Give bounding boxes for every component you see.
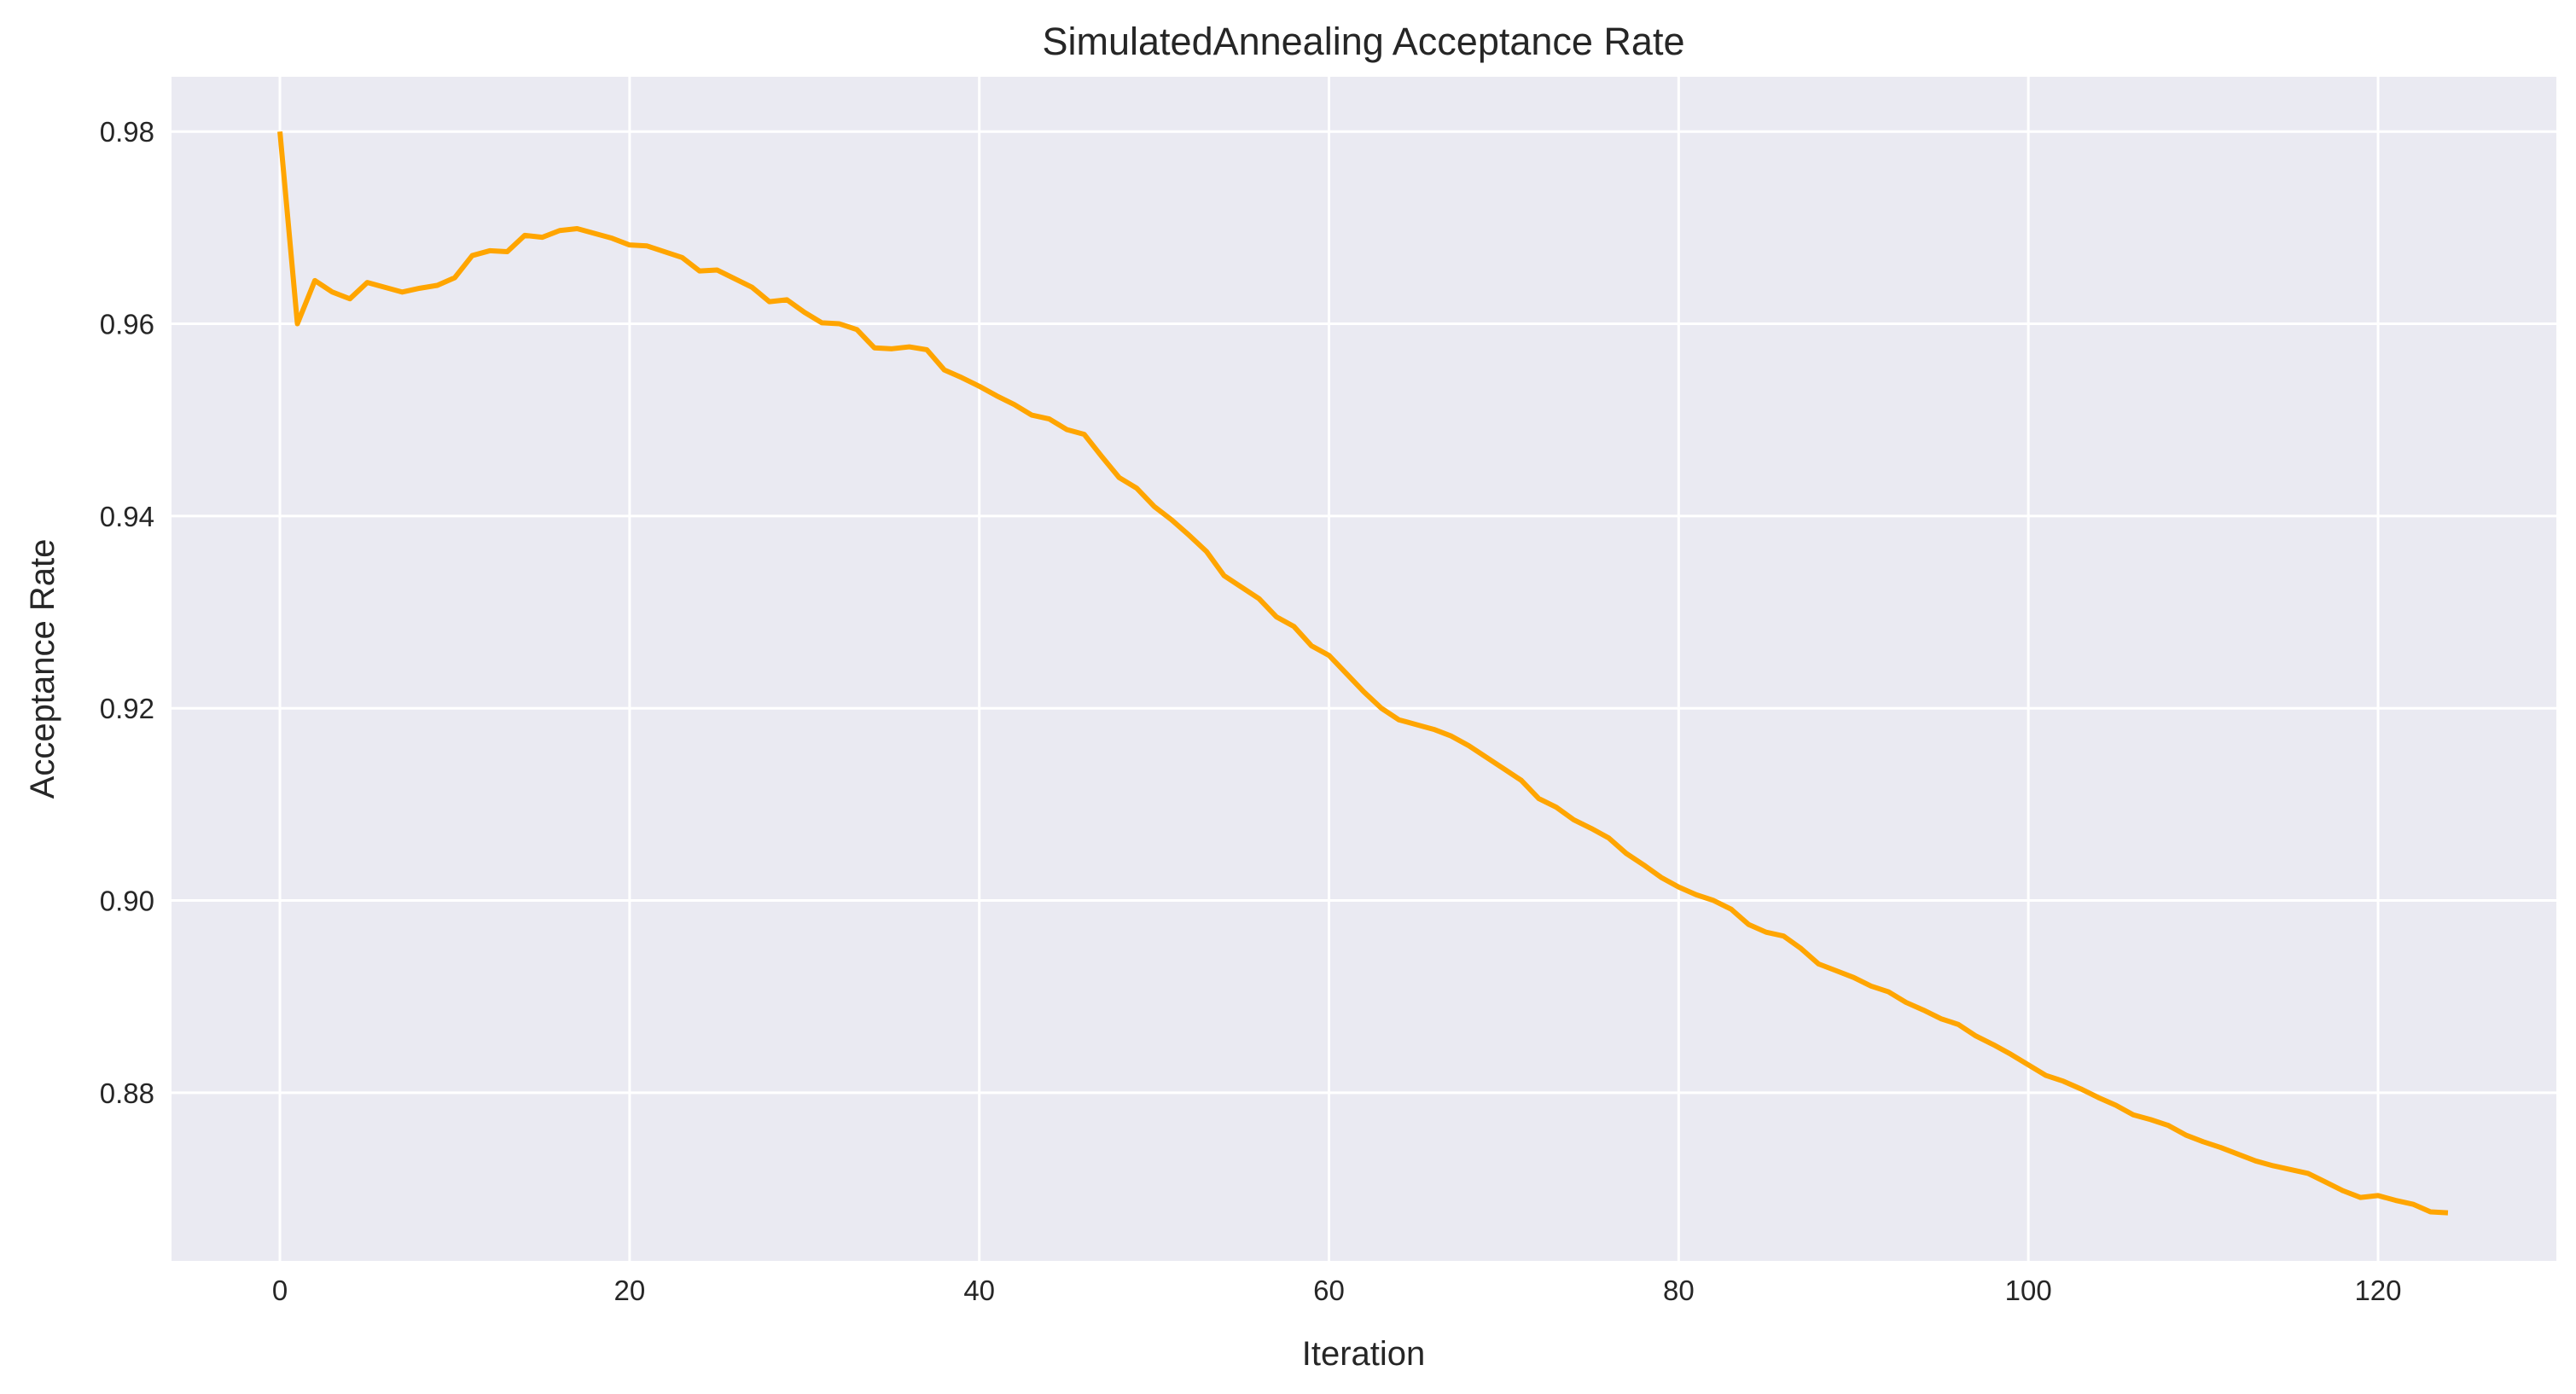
series-layer [277,131,2449,1216]
x-axis-ticks: 0 20 40 60 80 100 120 [272,1275,2402,1306]
x-tick-label: 20 [614,1275,646,1306]
grid [172,77,2556,1261]
y-tick-label: 0.88 [100,1077,154,1109]
y-axis-label: Acceptance Rate [24,539,61,799]
plot-background [172,77,2556,1261]
x-tick-label: 40 [963,1275,995,1306]
y-tick-label: 0.90 [100,886,154,917]
x-axis-label: Iteration [1302,1335,1426,1373]
x-tick-label: 60 [1313,1275,1345,1306]
x-tick-label: 80 [1663,1275,1695,1306]
y-tick-label: 0.98 [100,116,154,148]
y-tick-label: 0.96 [100,309,154,340]
y-tick-label: 0.92 [100,693,154,724]
chart-title: SimulatedAnnealing Acceptance Rate [1042,20,1684,63]
x-tick-label: 0 [272,1275,288,1306]
series-line [277,131,2449,1216]
y-axis-ticks: 0.88 0.90 0.92 0.94 0.96 0.98 [100,116,154,1109]
x-tick-label: 120 [2354,1275,2401,1306]
y-tick-label: 0.94 [100,501,154,532]
x-tick-label: 100 [2005,1275,2052,1306]
